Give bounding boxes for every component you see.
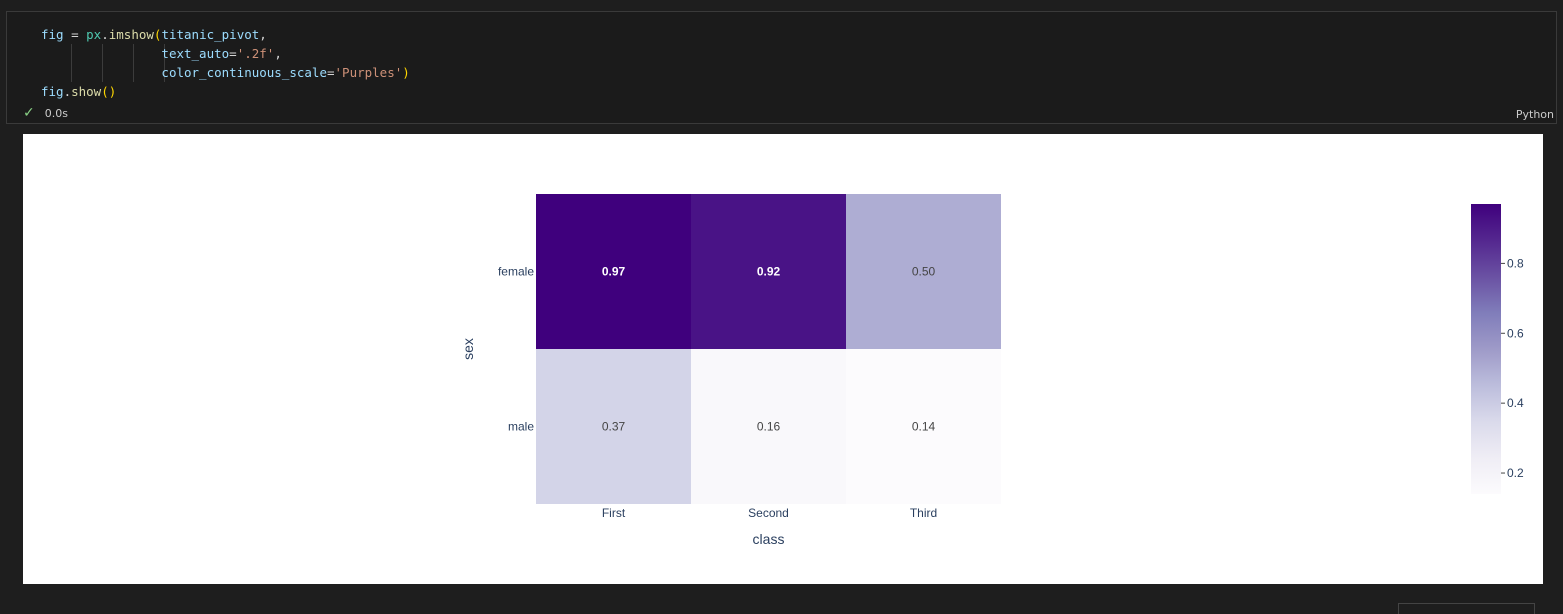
heatmap-cell[interactable] <box>691 349 846 504</box>
heatmap-figure[interactable]: 0.97 0.92 0.50 0.37 0.16 0.14 female male First… <box>23 134 1543 584</box>
x-tick-label: Second <box>748 506 789 520</box>
y-axis-title: sex <box>460 338 476 360</box>
cell-label: 0.92 <box>757 265 781 279</box>
colorbar-tick-label: 0.6 <box>1507 326 1524 340</box>
indent-guides <box>41 44 165 82</box>
colorbar-tick-label: 0.4 <box>1507 396 1524 410</box>
x-tick-label: Third <box>910 506 937 520</box>
code-line: color_continuous_scale='Purples') <box>161 65 410 80</box>
heatmap-cell[interactable] <box>536 194 691 349</box>
y-tick-label: male <box>508 420 534 434</box>
cell-language[interactable]: Python <box>1515 108 1554 121</box>
execution-time: 0.0s <box>44 106 68 120</box>
heatmap-cell[interactable] <box>691 194 846 349</box>
cell-label: 0.50 <box>912 265 936 279</box>
x-axis-title: class <box>753 531 785 547</box>
heatmap-cell[interactable] <box>846 194 1001 349</box>
code-line: fig.show() <box>41 84 117 99</box>
cell-label: 0.16 <box>757 420 781 434</box>
cell-label: 0.37 <box>602 420 626 434</box>
colorbar <box>1471 204 1501 494</box>
code-editor[interactable]: fig = px.imshow(titanic_pivot, text_auto… <box>41 25 410 101</box>
code-line: fig = px.imshow(titanic_pivot, <box>41 27 267 42</box>
output-area: 0.97 0.92 0.50 0.37 0.16 0.14 female male First… <box>23 134 1543 584</box>
code-line: text_auto='.2f', <box>161 46 282 61</box>
x-tick-label: First <box>602 506 626 520</box>
code-cell[interactable]: fig = px.imshow(titanic_pivot, text_auto… <box>6 11 1557 124</box>
colorbar-tick-label: 0.8 <box>1507 256 1524 270</box>
colorbar-tick-label: 0.2 <box>1507 466 1524 480</box>
heatmap-cell[interactable] <box>536 349 691 504</box>
check-icon: ✓ <box>23 105 35 121</box>
cell-label: 0.14 <box>912 420 936 434</box>
cell-status: ✓ 0.0s <box>23 105 68 121</box>
y-tick-label: female <box>498 265 534 279</box>
heatmap-cell[interactable] <box>846 349 1001 504</box>
cell-label: 0.97 <box>602 265 626 279</box>
